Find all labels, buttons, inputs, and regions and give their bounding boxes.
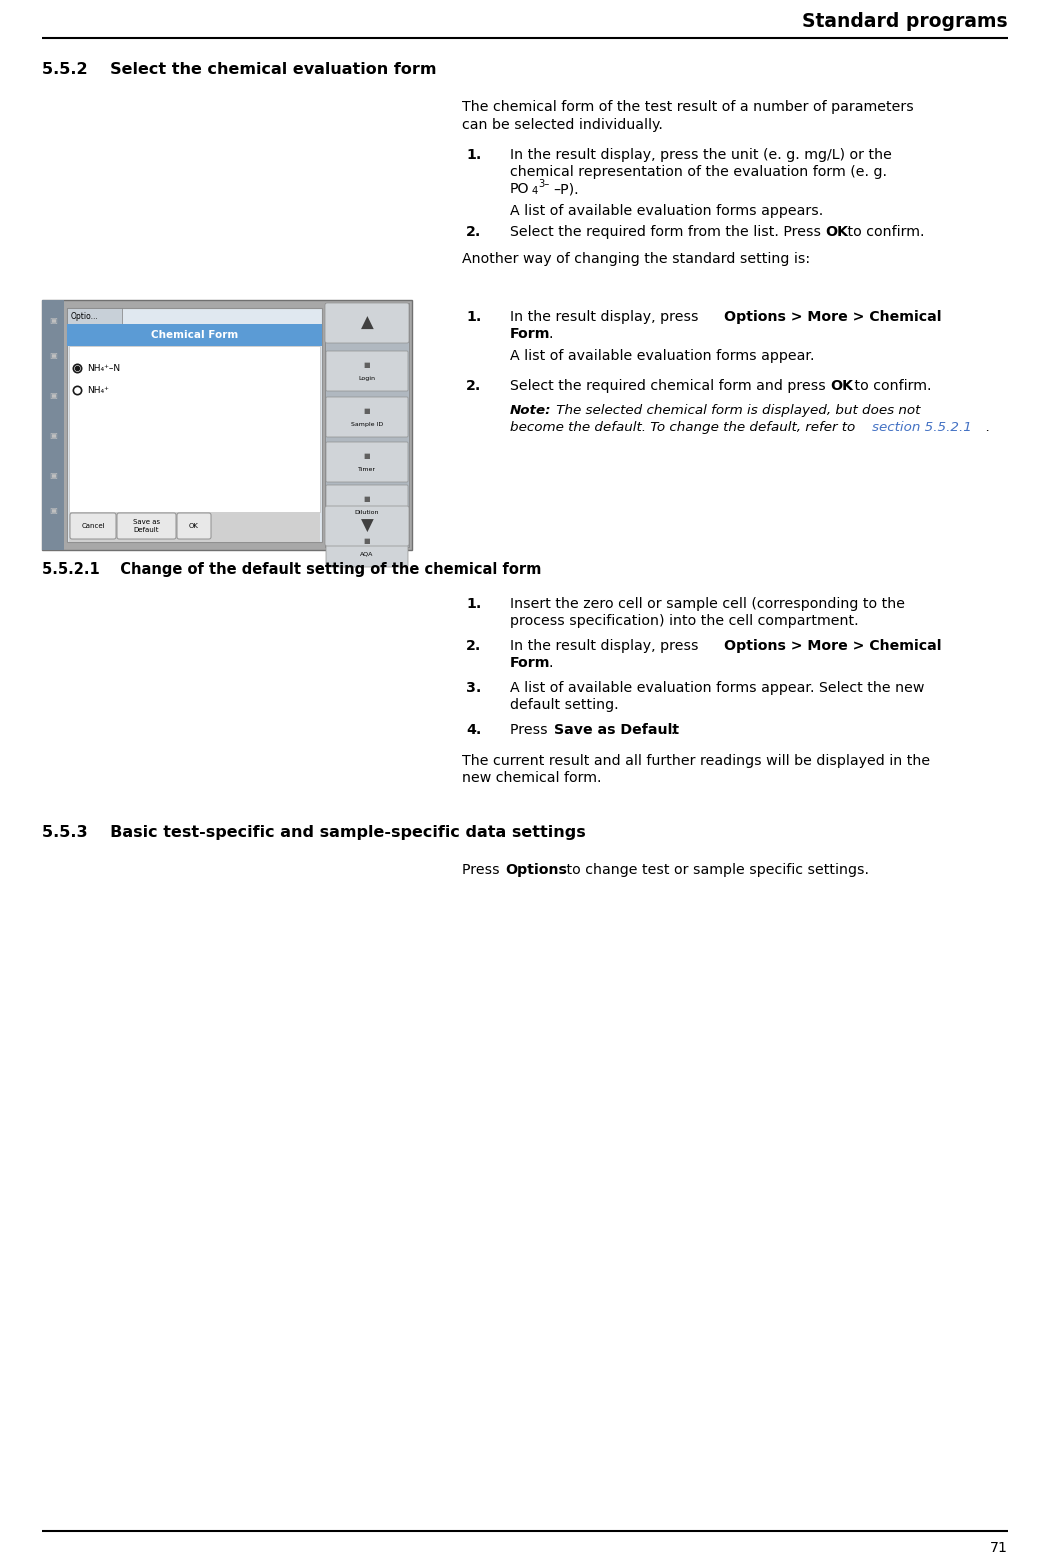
- FancyBboxPatch shape: [326, 396, 408, 437]
- Text: Options > More > Chemical: Options > More > Chemical: [724, 311, 942, 325]
- Text: ■: ■: [363, 407, 371, 414]
- Text: ▣: ▣: [49, 390, 57, 400]
- Text: 1.: 1.: [466, 596, 481, 610]
- Text: In the result display, press the unit (e. g. mg/L) or the: In the result display, press the unit (e…: [510, 148, 891, 162]
- Text: Optio...: Optio...: [71, 312, 99, 320]
- Text: ■: ■: [363, 496, 371, 503]
- Text: Options: Options: [505, 863, 567, 877]
- FancyBboxPatch shape: [70, 514, 116, 539]
- FancyBboxPatch shape: [326, 485, 408, 524]
- Text: .: .: [549, 656, 553, 670]
- Bar: [67, 308, 322, 542]
- Text: 4.: 4.: [466, 723, 481, 737]
- Text: OK: OK: [825, 225, 848, 239]
- Text: Select the required chemical form and press: Select the required chemical form and pr…: [510, 379, 831, 393]
- FancyBboxPatch shape: [326, 351, 408, 390]
- Bar: [67, 325, 322, 347]
- Text: new chemical form.: new chemical form.: [462, 771, 602, 785]
- Bar: [326, 303, 410, 546]
- Text: OK: OK: [830, 379, 853, 393]
- Text: Chemical Form: Chemical Form: [151, 329, 238, 340]
- Text: ▼: ▼: [360, 517, 374, 535]
- Text: ▣: ▣: [49, 351, 57, 359]
- Text: to confirm.: to confirm.: [843, 225, 924, 239]
- Text: ▣: ▣: [49, 470, 57, 479]
- Text: 2.: 2.: [466, 379, 481, 393]
- Text: .: .: [985, 421, 989, 434]
- Text: Another way of changing the standard setting is:: Another way of changing the standard set…: [462, 251, 811, 265]
- Text: can be selected individually.: can be selected individually.: [462, 119, 663, 133]
- Text: In the result display, press: In the result display, press: [510, 638, 704, 652]
- Text: A list of available evaluation forms appears.: A list of available evaluation forms app…: [510, 204, 823, 219]
- Text: 5.5.3    Basic test-specific and sample-specific data settings: 5.5.3 Basic test-specific and sample-spe…: [42, 826, 586, 840]
- Text: 1.: 1.: [466, 148, 481, 162]
- Bar: [42, 300, 412, 549]
- FancyBboxPatch shape: [326, 303, 410, 343]
- Text: process specification) into the cell compartment.: process specification) into the cell com…: [510, 613, 859, 628]
- Text: AQA: AQA: [360, 551, 374, 557]
- Text: to change test or sample specific settings.: to change test or sample specific settin…: [562, 863, 869, 877]
- Text: ▣: ▣: [49, 315, 57, 325]
- Bar: [42, 300, 64, 549]
- Text: The current result and all further readings will be displayed in the: The current result and all further readi…: [462, 754, 930, 768]
- Text: Insert the zero cell or sample cell (corresponding to the: Insert the zero cell or sample cell (cor…: [510, 596, 905, 610]
- Text: 3–: 3–: [538, 180, 549, 189]
- Text: OK: OK: [189, 523, 198, 529]
- Text: A list of available evaluation forms appear. Select the new: A list of available evaluation forms app…: [510, 681, 924, 695]
- Text: A list of available evaluation forms appear.: A list of available evaluation forms app…: [510, 350, 815, 364]
- Text: 5.5.2.1    Change of the default setting of the chemical form: 5.5.2.1 Change of the default setting of…: [42, 562, 542, 578]
- FancyBboxPatch shape: [326, 442, 408, 482]
- Text: to confirm.: to confirm.: [850, 379, 931, 393]
- Text: The chemical form of the test result of a number of parameters: The chemical form of the test result of …: [462, 100, 914, 114]
- Text: 4: 4: [532, 186, 539, 197]
- FancyBboxPatch shape: [326, 528, 408, 567]
- Text: PO: PO: [510, 183, 529, 197]
- Text: Timer: Timer: [358, 467, 376, 471]
- Text: become the default. To change the default, refer to: become the default. To change the defaul…: [510, 421, 860, 434]
- Text: Form: Form: [510, 656, 550, 670]
- Text: ▲: ▲: [360, 314, 374, 332]
- Bar: [69, 512, 320, 542]
- Text: Press: Press: [510, 723, 552, 737]
- Text: Select the required form from the list. Press: Select the required form from the list. …: [510, 225, 825, 239]
- Text: default setting.: default setting.: [510, 698, 618, 712]
- Bar: [67, 308, 122, 325]
- Text: Options > More > Chemical: Options > More > Chemical: [724, 638, 942, 652]
- Text: Save as Default: Save as Default: [554, 723, 679, 737]
- Text: Standard programs: Standard programs: [802, 12, 1008, 31]
- Text: ▣: ▣: [49, 431, 57, 440]
- Text: –P).: –P).: [553, 183, 579, 197]
- Text: Save as
Default: Save as Default: [133, 520, 160, 532]
- Text: Dilution: Dilution: [355, 509, 379, 515]
- Text: 1.: 1.: [466, 311, 481, 325]
- Text: 3.: 3.: [466, 681, 481, 695]
- Text: Login: Login: [358, 376, 376, 381]
- Text: 71: 71: [990, 1541, 1008, 1555]
- Bar: [69, 347, 320, 512]
- FancyBboxPatch shape: [326, 506, 410, 546]
- Text: Note:: Note:: [510, 404, 551, 417]
- Text: 2.: 2.: [466, 225, 481, 239]
- Text: ■: ■: [363, 362, 371, 368]
- Text: Form: Form: [510, 326, 550, 340]
- Text: The selected chemical form is displayed, but does not: The selected chemical form is displayed,…: [552, 404, 921, 417]
- Text: .: .: [671, 723, 675, 737]
- Text: 2.: 2.: [466, 638, 481, 652]
- Text: Press: Press: [462, 863, 504, 877]
- FancyBboxPatch shape: [177, 514, 211, 539]
- Text: 5.5.2    Select the chemical evaluation form: 5.5.2 Select the chemical evaluation for…: [42, 62, 437, 76]
- Text: Cancel: Cancel: [81, 523, 105, 529]
- Text: ■: ■: [363, 453, 371, 459]
- Text: In the result display, press: In the result display, press: [510, 311, 704, 325]
- FancyBboxPatch shape: [117, 514, 176, 539]
- Text: ■: ■: [363, 539, 371, 543]
- Text: Sample ID: Sample ID: [351, 421, 383, 426]
- Text: NH₄⁺: NH₄⁺: [87, 386, 109, 395]
- Text: .: .: [549, 326, 553, 340]
- Text: chemical representation of the evaluation form (e. g.: chemical representation of the evaluatio…: [510, 165, 887, 180]
- Text: section 5.5.2.1: section 5.5.2.1: [872, 421, 972, 434]
- Text: NH₄⁺–N: NH₄⁺–N: [87, 364, 120, 373]
- Text: ▣: ▣: [49, 506, 57, 515]
